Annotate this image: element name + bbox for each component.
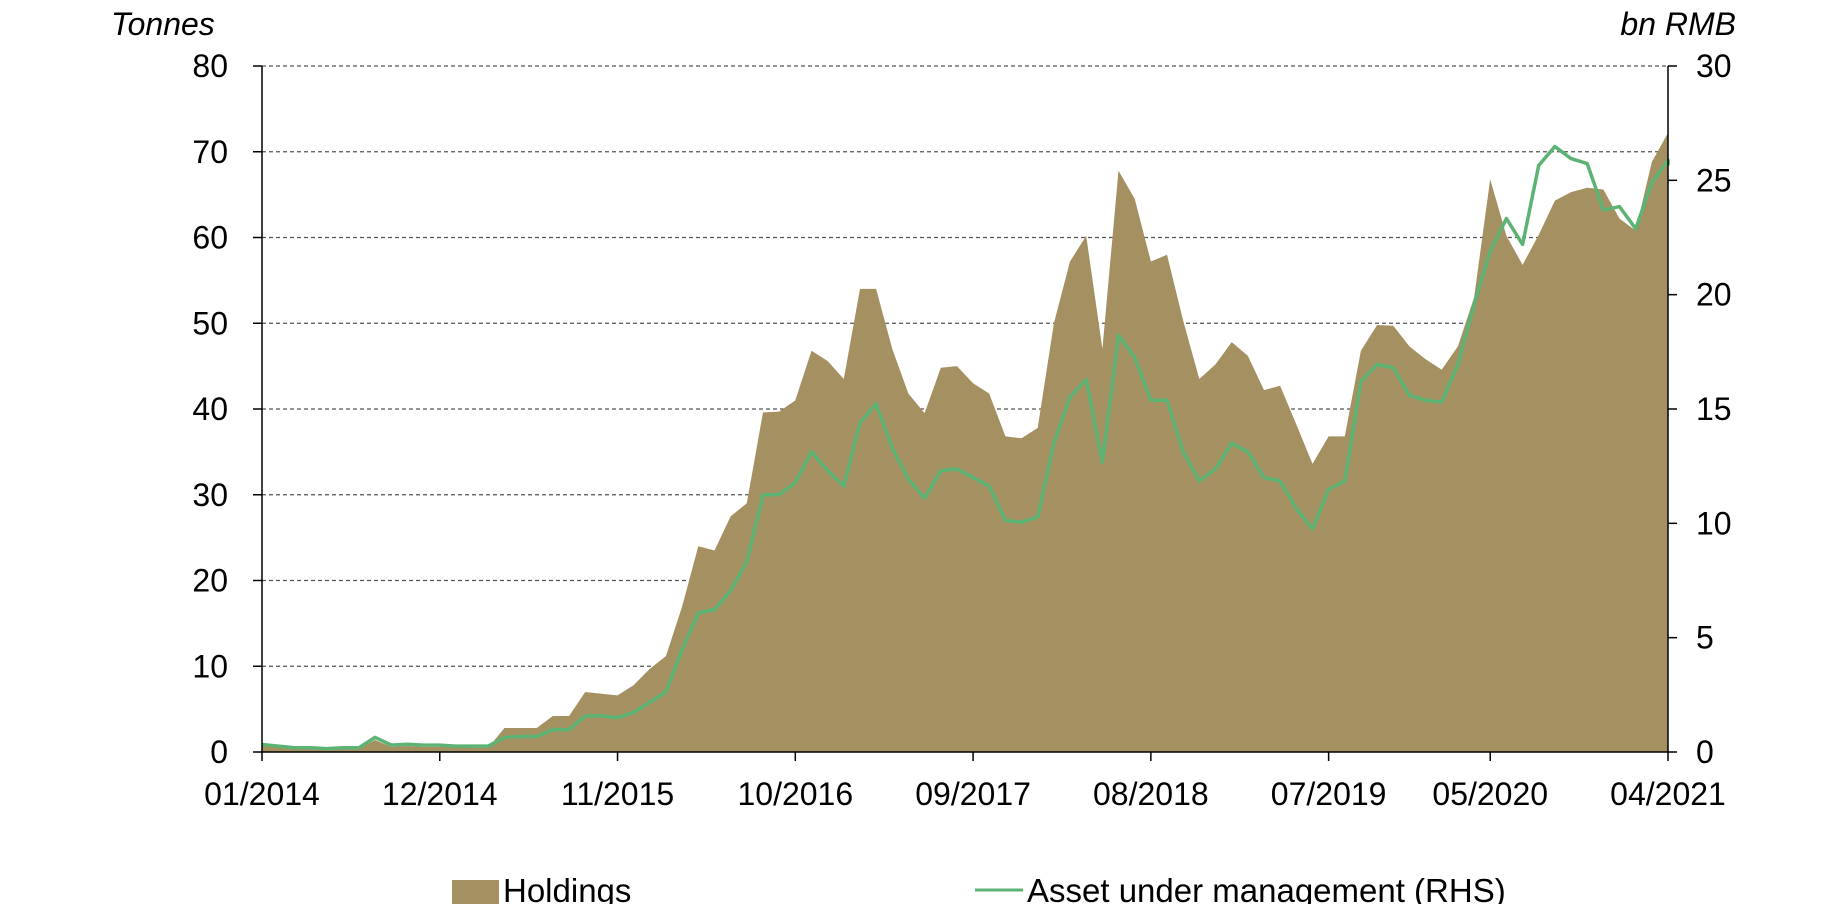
left-y-tick-label: 20	[192, 563, 228, 599]
right-y-tick-label: 10	[1696, 505, 1732, 541]
aum-line-layer	[261, 144, 1670, 751]
legend-holdings-swatch	[452, 880, 499, 904]
x-tick-label: 05/2020	[1432, 776, 1548, 812]
left-y-tick-label: 10	[192, 648, 228, 684]
x-tick-label: 07/2019	[1271, 776, 1387, 812]
left-axis-unit-label: Tonnes	[111, 6, 215, 42]
right-y-axis-ticks: 0 5 10 15 20 25 30	[1668, 48, 1732, 770]
legend-holdings-label: Holdings	[503, 872, 631, 904]
left-y-tick-label: 40	[192, 391, 228, 427]
holdings-area-layer	[262, 132, 1668, 752]
left-y-tick-label: 80	[192, 48, 228, 84]
right-y-tick-label: 25	[1696, 162, 1732, 198]
x-tick-label: 11/2015	[561, 776, 674, 812]
left-y-tick-label: 0	[210, 734, 228, 770]
right-axis-unit-label: bn RMB	[1620, 6, 1736, 42]
x-tick-label: 01/2014	[204, 776, 320, 812]
x-tick-label: 09/2017	[915, 776, 1031, 812]
x-tick-label: 12/2014	[382, 776, 498, 812]
x-tick-label: 04/2021	[1610, 776, 1726, 812]
right-y-tick-label: 0	[1696, 734, 1714, 770]
right-y-tick-label: 15	[1696, 391, 1732, 427]
x-tick-label: 10/2016	[737, 776, 853, 812]
right-y-tick-label: 5	[1696, 620, 1714, 656]
x-tick-label: 08/2018	[1093, 776, 1209, 812]
legend-aum-label: Asset under management (RHS)	[1027, 872, 1506, 904]
right-y-tick-label: 30	[1696, 48, 1732, 84]
aum-line	[261, 144, 1670, 751]
left-y-tick-label: 60	[192, 220, 228, 256]
left-y-tick-label: 30	[192, 477, 228, 513]
left-y-tick-label: 50	[192, 305, 228, 341]
left-y-axis-ticks: 0 10 20 30 40 50 60 70 80	[192, 48, 262, 770]
right-y-tick-label: 20	[1696, 277, 1732, 313]
holdings-area	[262, 132, 1668, 752]
legend: Holdings Asset under management (RHS)	[452, 872, 1506, 904]
left-y-tick-label: 70	[192, 134, 228, 170]
x-axis-ticks: 01/2014 12/2014 11/2015 10/2016 09/2017 08/20…	[204, 752, 1726, 812]
